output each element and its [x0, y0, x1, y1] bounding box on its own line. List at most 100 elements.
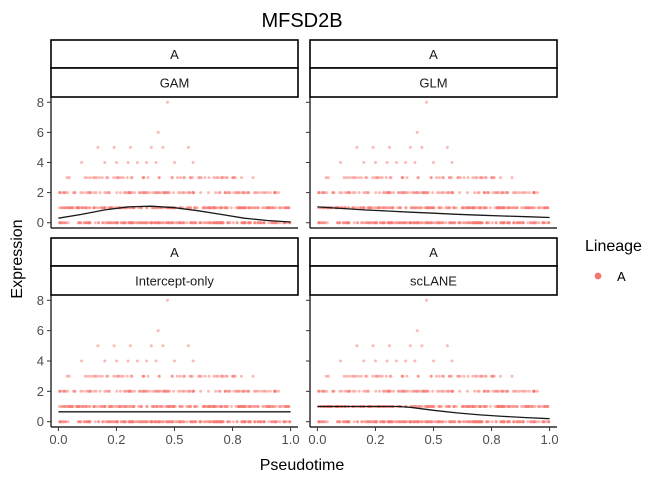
data-point [79, 420, 82, 424]
data-point [353, 389, 357, 393]
data-point [157, 374, 161, 378]
data-point [377, 191, 381, 195]
data-point [64, 206, 68, 210]
data-point [332, 191, 336, 195]
data-point [231, 420, 235, 424]
strip-top-box [50, 237, 299, 267]
data-point [192, 191, 196, 195]
data-point [280, 405, 284, 408]
data-point [338, 420, 341, 424]
data-point [178, 176, 182, 180]
data-point [191, 176, 195, 180]
data-point [259, 221, 263, 225]
facet-panel-gam: A GAM 0 2 4 6 8 [37, 39, 299, 230]
data-point [270, 206, 274, 210]
data-point [502, 191, 506, 195]
data-point [325, 420, 329, 424]
data-point [482, 191, 486, 195]
data-point [520, 191, 524, 195]
data-point [462, 206, 466, 210]
data-point [410, 191, 414, 195]
data-point [154, 359, 158, 363]
data-point [277, 206, 281, 210]
y-axis-title: Expression [9, 219, 26, 298]
data-point [123, 221, 127, 225]
data-point [273, 389, 276, 393]
data-point [542, 221, 546, 225]
data-point [324, 176, 328, 180]
data-point [60, 405, 64, 408]
data-point [140, 191, 144, 195]
data-point [444, 191, 448, 195]
data-point [235, 191, 239, 195]
data-point [238, 206, 242, 210]
data-point [491, 374, 495, 378]
data-point [100, 206, 104, 210]
data-point [477, 191, 481, 195]
data-point [179, 191, 183, 195]
strip-top-label: A [170, 47, 179, 62]
data-point [400, 176, 404, 180]
data-point [98, 374, 101, 378]
data-point [405, 176, 409, 180]
data-point [153, 221, 157, 225]
data-point [446, 206, 450, 210]
data-point [84, 191, 88, 195]
data-point [450, 176, 454, 180]
data-point [177, 389, 181, 393]
data-point [173, 359, 176, 363]
data-point [416, 176, 420, 180]
data-point [224, 176, 228, 180]
data-point [373, 176, 377, 180]
data-point [448, 176, 451, 180]
data-point [368, 221, 372, 225]
data-point [532, 191, 535, 195]
data-point [340, 191, 344, 195]
data-point [162, 420, 166, 424]
data-point [96, 405, 100, 408]
data-point [67, 176, 71, 180]
data-point [391, 206, 395, 210]
data-point [399, 191, 403, 195]
data-point [367, 389, 370, 393]
data-point [325, 389, 329, 393]
data-point [100, 374, 104, 378]
data-point [399, 206, 403, 210]
data-point [103, 359, 107, 363]
data-point [235, 221, 239, 225]
data-point [242, 221, 246, 225]
facet-panel-glm: A GLM [306, 39, 558, 229]
data-point [283, 420, 287, 424]
data-point [410, 389, 414, 393]
data-point [478, 374, 482, 378]
data-point [103, 161, 107, 164]
data-point [453, 405, 456, 408]
data-point [317, 221, 321, 225]
data-point [109, 405, 113, 408]
data-point [359, 176, 363, 180]
data-point [462, 374, 466, 378]
data-point [221, 176, 225, 180]
data-point [497, 405, 501, 408]
data-point [378, 176, 382, 180]
data-point [403, 420, 407, 424]
data-point [214, 389, 218, 393]
data-point [388, 221, 392, 225]
strip-top-box [50, 39, 299, 69]
data-point [400, 420, 404, 424]
data-point [236, 206, 240, 210]
data-point [212, 374, 216, 378]
data-point [170, 374, 174, 378]
data-point [149, 145, 153, 149]
data-point [181, 191, 185, 195]
data-point [270, 405, 274, 408]
data-point [273, 191, 276, 195]
legend: Lineage A [585, 238, 642, 284]
data-point [259, 191, 263, 195]
data-point [162, 221, 166, 225]
data-point [58, 420, 62, 424]
data-point [495, 206, 499, 210]
data-point [515, 420, 519, 424]
x-tick-label: 0.0 [49, 432, 67, 447]
data-point [189, 374, 192, 378]
